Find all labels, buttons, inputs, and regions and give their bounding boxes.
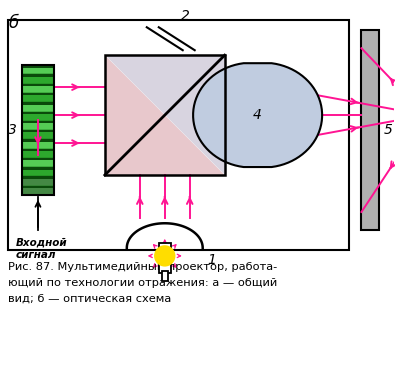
Text: 5: 5 (384, 123, 392, 137)
Text: 4: 4 (253, 108, 262, 122)
Bar (22, 158, 54, 160)
Bar (22, 121, 54, 130)
Bar (22, 139, 54, 142)
Bar (22, 65, 54, 195)
Polygon shape (193, 63, 322, 167)
Bar (22, 74, 54, 84)
Text: 1: 1 (208, 253, 216, 267)
Bar (22, 167, 54, 170)
Bar (22, 102, 54, 112)
Bar (22, 186, 54, 195)
Bar (22, 130, 54, 133)
Bar (22, 158, 54, 167)
Bar (22, 112, 54, 121)
Text: 2: 2 (181, 9, 190, 23)
Text: б: б (8, 14, 18, 32)
Bar (22, 102, 54, 105)
Bar (22, 65, 54, 67)
Bar (22, 149, 54, 158)
Bar (22, 84, 54, 86)
Text: 3: 3 (8, 123, 17, 137)
Polygon shape (105, 55, 225, 175)
Bar (22, 130, 54, 139)
Bar (22, 112, 54, 114)
Circle shape (155, 246, 175, 266)
Bar (22, 176, 54, 186)
Bar (22, 149, 54, 151)
Bar (22, 121, 54, 123)
Bar (162, 271, 168, 281)
Bar (22, 93, 54, 95)
Polygon shape (105, 55, 225, 175)
Bar (22, 93, 54, 102)
Bar (8, 20, 350, 250)
Bar (361, 30, 380, 230)
Bar (22, 84, 54, 93)
Text: ющий по технологии отражения: а — общий: ющий по технологии отражения: а — общий (8, 278, 277, 288)
Bar (105, 55, 225, 175)
Text: Входной
сигнал: Входной сигнал (16, 238, 68, 261)
Text: вид; б — оптическая схема: вид; б — оптическая схема (8, 294, 171, 304)
Bar (22, 65, 54, 74)
Bar (22, 167, 54, 176)
Bar (22, 74, 54, 77)
Bar (22, 176, 54, 179)
Bar (22, 139, 54, 149)
Bar (22, 186, 54, 188)
Bar (159, 243, 171, 273)
Text: Рис. 87. Мультимедийный проектор, работа-: Рис. 87. Мультимедийный проектор, работа… (8, 262, 277, 272)
